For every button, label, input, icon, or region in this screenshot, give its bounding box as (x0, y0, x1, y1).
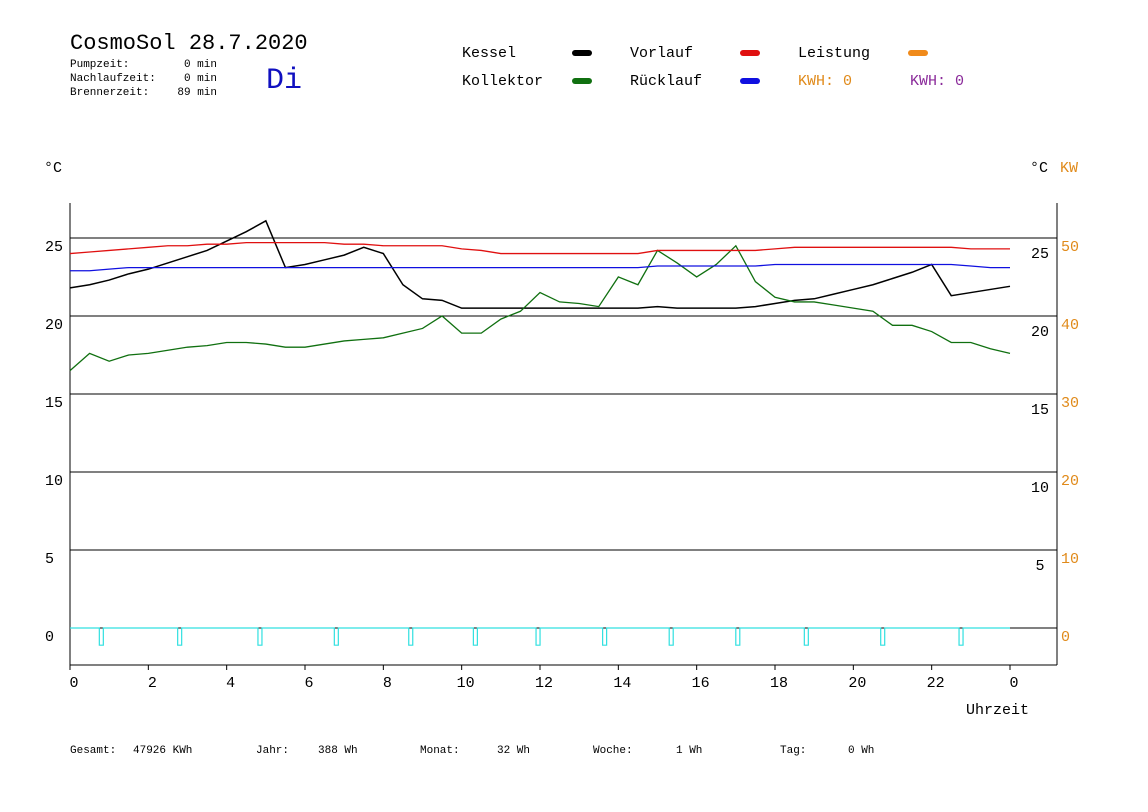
y-tick-label: 25 (45, 239, 63, 256)
y-tick-label: 10 (45, 473, 63, 490)
y2-tick-label: 0 (1061, 629, 1070, 646)
y-tick-label: 5 (45, 551, 54, 568)
y-right-tick-label: 5 (1035, 558, 1044, 575)
y-right-tick-label: 25 (1031, 246, 1049, 263)
y-tick-label: 20 (45, 317, 63, 334)
series-line (69, 244, 1011, 372)
stat-label: Pumpzeit: (70, 59, 129, 71)
x-tick-label: 0 (1009, 675, 1018, 692)
legend-label: Vorlauf (630, 45, 693, 62)
x-tick-label: 20 (848, 675, 866, 692)
x-axis-title: Uhrzeit (966, 702, 1029, 719)
stat-value: 0 min (184, 73, 217, 85)
y2-tick-label: 10 (1061, 551, 1079, 568)
y-axis-unit: °C (44, 160, 62, 177)
y2-tick-label: 20 (1061, 473, 1079, 490)
y2-tick-label: 50 (1061, 239, 1079, 256)
footer-value: 1 Wh (676, 745, 702, 757)
footer-value: 388 Wh (318, 745, 358, 757)
x-tick-label: 0 (69, 675, 78, 692)
kwh-label: KWH: 0 (910, 73, 964, 90)
y2-axis-unit: °C (1030, 160, 1048, 177)
y-tick-label: 15 (45, 395, 63, 412)
footer-label: Tag: (780, 745, 806, 757)
y2-axis-title: KW (1060, 160, 1078, 177)
weekday: Di (266, 64, 302, 98)
footer-label: Monat: (420, 745, 460, 757)
y-right-tick-label: 15 (1031, 402, 1049, 419)
series-line (70, 263, 1010, 272)
y-tick-label: 0 (45, 629, 54, 646)
x-tick-label: 16 (692, 675, 710, 692)
chart-title: CosmoSol 28.7.2020 (70, 31, 308, 56)
series-line (69, 241, 1010, 255)
x-tick-label: 12 (535, 675, 553, 692)
footer-label: Gesamt: (70, 745, 116, 757)
legend-label: Leistung (798, 45, 870, 62)
x-tick-label: 14 (613, 675, 631, 692)
x-tick-label: 2 (148, 675, 157, 692)
footer-value: 47926 KWh (133, 745, 192, 757)
legend-label: Rücklauf (630, 73, 702, 90)
x-tick-label: 8 (383, 675, 392, 692)
x-tick-label: 22 (927, 675, 945, 692)
x-tick-label: 10 (457, 675, 475, 692)
y-right-tick-label: 20 (1031, 324, 1049, 341)
footer-label: Woche: (593, 745, 633, 757)
legend-label: Kollektor (462, 73, 543, 90)
footer-value: 0 Wh (848, 745, 874, 757)
stat-label: Brennerzeit: (70, 87, 149, 99)
x-tick-label: 6 (304, 675, 313, 692)
pump-trace (70, 627, 1010, 646)
y-right-tick-label: 10 (1031, 480, 1049, 497)
stat-value: 89 min (177, 87, 217, 99)
stat-label: Nachlaufzeit: (70, 73, 156, 85)
footer-value: 32 Wh (497, 745, 530, 757)
y2-tick-label: 40 (1061, 317, 1079, 334)
legend-label: Kessel (462, 45, 516, 62)
y2-tick-label: 30 (1061, 395, 1079, 412)
stat-value: 0 min (184, 59, 217, 71)
series-line (69, 219, 1011, 309)
x-tick-label: 18 (770, 675, 788, 692)
kwh-label: KWH: 0 (798, 73, 852, 90)
x-tick-label: 4 (226, 675, 235, 692)
footer-label: Jahr: (256, 745, 289, 757)
